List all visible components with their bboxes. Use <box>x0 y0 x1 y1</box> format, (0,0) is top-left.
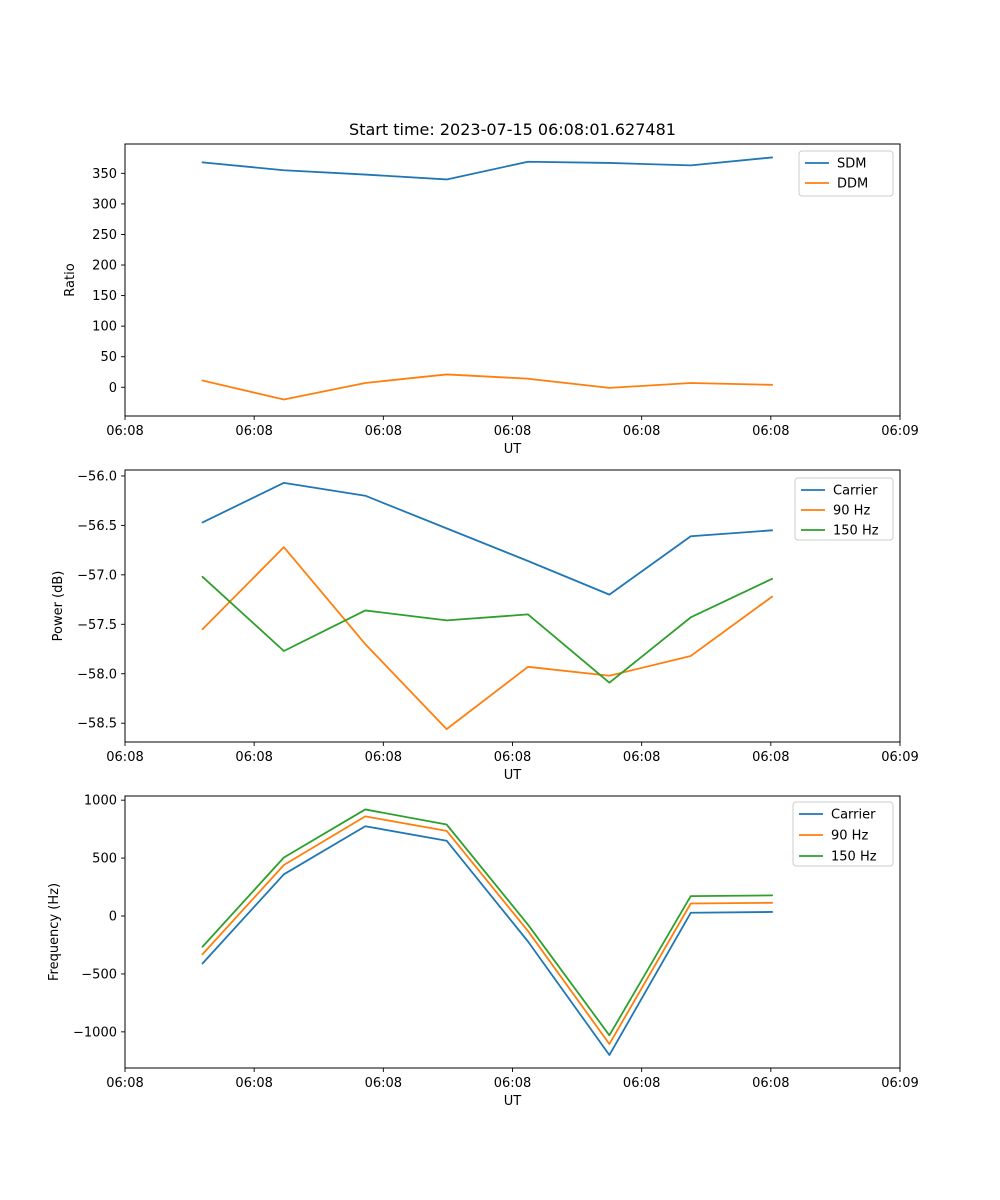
power-ytick-label: −57.0 <box>77 568 117 583</box>
power-xtick-label: 06:08 <box>623 750 660 765</box>
ratio-ytick-label: 50 <box>100 350 117 365</box>
frequency-xtick-label: 06:08 <box>365 1076 402 1091</box>
frequency-series-line-150-hz <box>201 808 774 1037</box>
power-series-line-150-hz <box>201 575 774 684</box>
power-series-line-90-hz <box>201 546 774 731</box>
ratio-xtick-label: 06:08 <box>494 424 531 439</box>
power-ytick-label: −58.0 <box>77 667 117 682</box>
ratio-legend-label-sdm: SDM <box>837 157 866 172</box>
ratio-legend-label-ddm: DDM <box>837 177 868 192</box>
power-xtick-label: 06:08 <box>752 750 789 765</box>
ratio-xtick-label: 06:08 <box>365 424 402 439</box>
power-axes: −56.0 −56.5 −57.0 −57.5 −58.0 −58.5 06:08 06:08… <box>51 469 919 783</box>
power-xtick-label: 06:08 <box>106 750 143 765</box>
frequency-legend-label-90-hz: 90 Hz <box>831 829 868 844</box>
ratio-xtick-label: 06:08 <box>752 424 789 439</box>
power-xtick-label: 06:08 <box>494 750 531 765</box>
power-legend-box <box>794 477 894 541</box>
frequency-ytick-label: 500 <box>92 852 117 867</box>
frequency-legend-label-150-hz: 150 Hz <box>831 850 877 865</box>
power-legend-label-90-hz: 90 Hz <box>833 504 870 519</box>
frequency-xlabel: UT <box>504 1094 522 1109</box>
ratio-xtick-label: 06:09 <box>881 424 918 439</box>
frequency-ytick-label: −1000 <box>73 1025 117 1040</box>
ratio-ytick-label: 100 <box>92 320 117 335</box>
ratio-legend: SDM DDM <box>798 150 894 197</box>
power-ytick-label: −57.5 <box>77 618 117 633</box>
ratio-ytick-label: 150 <box>92 289 117 304</box>
ratio-ytick-label: 250 <box>92 228 117 243</box>
ratio-xtick-label: 06:08 <box>106 424 143 439</box>
power-xtick-label: 06:08 <box>235 750 272 765</box>
power-ytick-label: −58.5 <box>77 717 117 732</box>
frequency-series-line-carrier <box>201 825 774 1056</box>
power-xtick-label: 06:08 <box>365 750 402 765</box>
ratio-xtick-label: 06:08 <box>235 424 272 439</box>
frequency-xtick-label: 06:08 <box>106 1076 143 1091</box>
ratio-axes: 0 50 100 150 200 250 300 350 06:08 06:08 06:08 06:0… <box>63 143 919 457</box>
figure-title: Start time: 2023-07-15 06:08:01.627481 <box>349 120 676 139</box>
frequency-xtick-label: 06:08 <box>752 1076 789 1091</box>
ratio-spines <box>124 143 901 417</box>
ratio-xlabel: UT <box>504 442 522 457</box>
power-ylabel: Power (dB) <box>51 571 66 642</box>
ratio-ytick-label: 200 <box>92 259 117 274</box>
power-spines <box>124 469 901 743</box>
frequency-spines <box>124 795 901 1069</box>
frequency-ylabel: Frequency (Hz) <box>47 883 62 981</box>
ratio-series-line-ddm <box>201 373 774 401</box>
ratio-ytick-label: 0 <box>109 381 117 396</box>
ratio-series-line-sdm <box>201 156 774 181</box>
frequency-legend-label-carrier: Carrier <box>831 808 876 823</box>
frequency-xtick-label: 06:08 <box>235 1076 272 1091</box>
frequency-ytick-label: −500 <box>81 967 117 982</box>
power-ytick-label: −56.0 <box>77 469 117 484</box>
power-legend: Carrier 90 Hz 150 Hz <box>794 477 894 541</box>
ratio-ytick-label: 350 <box>92 167 117 182</box>
frequency-ytick-label: 1000 <box>84 794 117 809</box>
power-xlabel: UT <box>504 768 522 783</box>
frequency-legend: Carrier 90 Hz 150 Hz <box>792 801 894 867</box>
ratio-ylabel: Ratio <box>63 263 78 296</box>
power-legend-label-carrier: Carrier <box>833 484 878 499</box>
power-series-line-carrier <box>201 481 774 596</box>
power-xtick-label: 06:09 <box>881 750 918 765</box>
frequency-xtick-label: 06:08 <box>623 1076 660 1091</box>
power-legend-label-150-hz: 150 Hz <box>833 524 879 539</box>
frequency-legend-box <box>792 801 894 867</box>
power-ytick-label: −56.5 <box>77 519 117 534</box>
frequency-xtick-label: 06:09 <box>881 1076 918 1091</box>
ratio-xtick-label: 06:08 <box>623 424 660 439</box>
frequency-series-line-90-hz <box>201 815 774 1045</box>
frequency-axes: 1000 500 0 −500 −1000 06:08 06:08 06:08 06:08 06:… <box>47 794 919 1109</box>
frequency-xtick-label: 06:08 <box>494 1076 531 1091</box>
frequency-ytick-label: 0 <box>109 910 117 925</box>
ratio-ytick-label: 300 <box>92 197 117 212</box>
